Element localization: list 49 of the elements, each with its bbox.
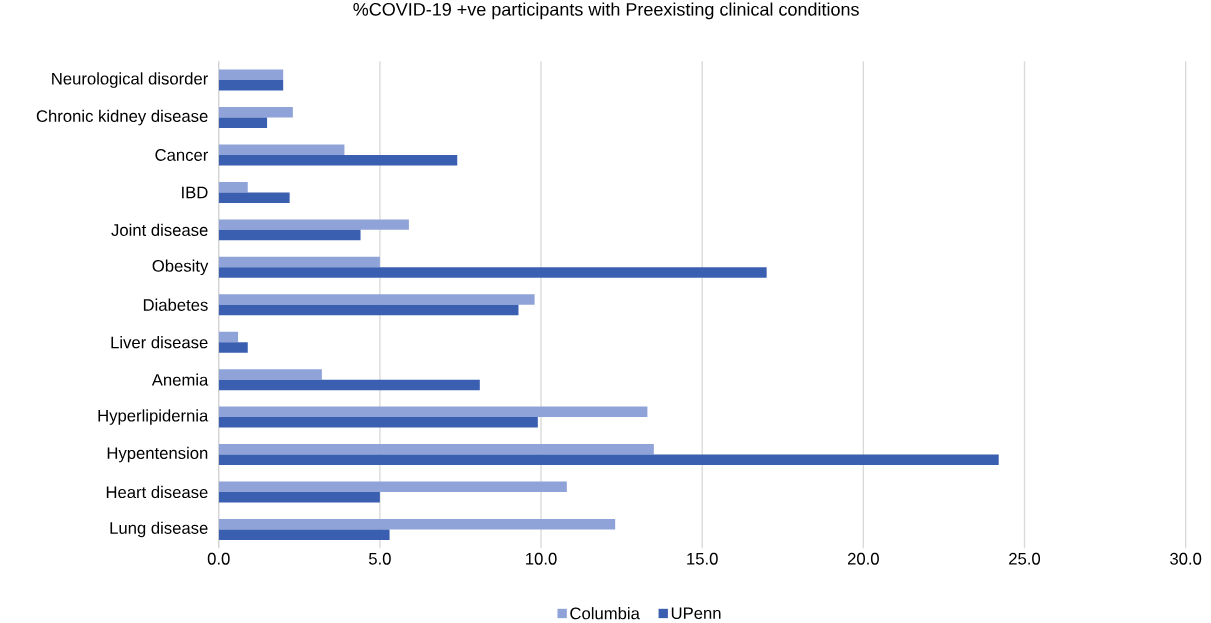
bar: [218, 267, 767, 278]
x-tick-label: 5.0: [368, 552, 391, 565]
bar: [218, 417, 538, 428]
bar: [218, 444, 654, 455]
x-tick-label: 20.0: [847, 552, 879, 565]
legend-label: Columbia: [570, 607, 640, 620]
bar: [218, 304, 519, 316]
bar: [218, 481, 567, 493]
bar: [218, 331, 239, 343]
x-tick-label: 30.0: [1170, 552, 1202, 565]
y-tick-label: Hyperlipidernia: [98, 409, 209, 425]
y-tick-label: Lung disease: [110, 521, 208, 538]
bar: [218, 155, 458, 166]
y-tick-label: Liver disease: [111, 336, 208, 349]
bar: [218, 144, 345, 156]
y-tick-label: Hypentension: [107, 446, 208, 463]
bar: [218, 219, 409, 230]
bar: [218, 369, 322, 380]
x-tick-label: 25.0: [1009, 552, 1041, 565]
y-tick-label: Cancer: [155, 149, 209, 161]
bar: [218, 80, 284, 91]
bar: [218, 229, 361, 241]
y-tick-label: IBD: [182, 186, 208, 199]
bar: [218, 529, 390, 540]
y-tick-label: Chronic kidney disease: [36, 109, 208, 126]
bar: [218, 182, 248, 193]
bar: [218, 379, 480, 391]
bar: [218, 107, 293, 118]
y-tick-label: Heart disease: [106, 485, 208, 499]
y-tick-label: Anemia: [151, 373, 209, 386]
bar: [218, 192, 290, 203]
bar: [218, 117, 268, 129]
bar: [218, 519, 616, 530]
bar: [218, 492, 380, 503]
x-tick-label: 10.0: [526, 552, 557, 565]
y-tick-label: Diabetes: [143, 298, 208, 311]
y-tick-label: Obesity: [152, 259, 209, 276]
x-tick-label: 15.0: [687, 552, 718, 565]
bar: [218, 69, 284, 81]
bar: [218, 406, 648, 418]
bar: [218, 294, 535, 305]
y-tick-label: Joint disease: [111, 223, 208, 237]
x-tick-label: 0.0: [207, 552, 230, 565]
bar: [218, 256, 380, 268]
bar: [218, 342, 248, 353]
chart-title: %COVID-19 +ve participants with Preexisting clinical conditions: [353, 2, 859, 20]
y-tick-label: Neurological disorder: [52, 72, 208, 88]
legend-label: UPenn: [671, 607, 721, 620]
bar: [218, 454, 999, 466]
